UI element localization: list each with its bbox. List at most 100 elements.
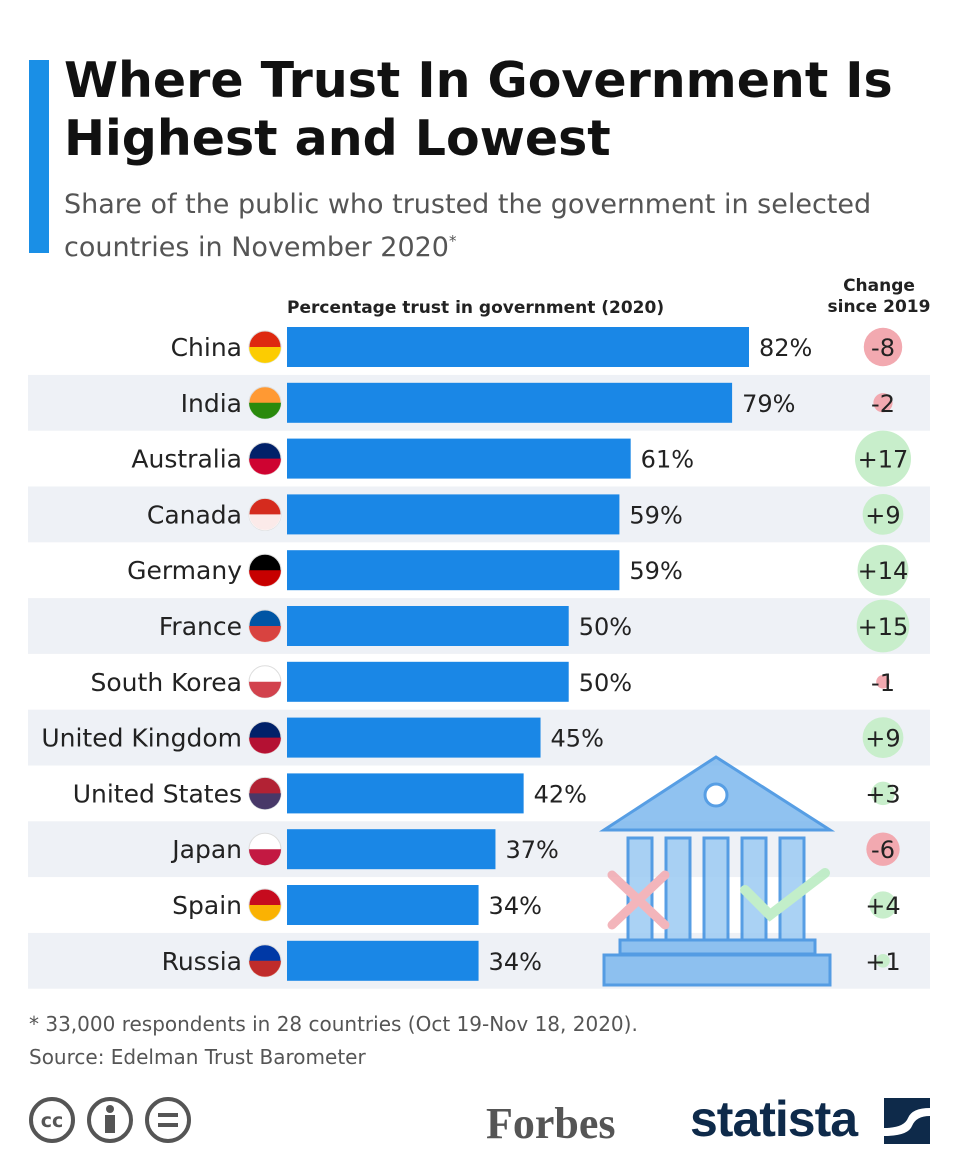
change-label: +4 [865, 892, 900, 920]
flag-stripe [249, 793, 281, 810]
change-label: -1 [871, 669, 895, 697]
change-label: +15 [858, 613, 909, 641]
country-label: South Korea [91, 668, 242, 697]
flag-stripe [249, 402, 281, 419]
change-bubble [873, 393, 893, 413]
building-base [602, 953, 832, 987]
value-label: 59% [629, 557, 682, 585]
building-column [702, 836, 730, 942]
russia-flag [248, 944, 282, 978]
flag-stripe [249, 737, 281, 754]
value-label: 34% [489, 948, 542, 976]
country-label: Canada [147, 500, 242, 529]
bar [287, 885, 479, 925]
value-label: 50% [579, 669, 632, 697]
flag-stripe [249, 514, 281, 531]
country-label: France [159, 612, 242, 641]
cross-icon [607, 870, 670, 930]
creative-commons-icons: cc [29, 1097, 191, 1143]
change-bubble [856, 599, 910, 653]
country-label: Japan [170, 835, 242, 864]
value-label: 82% [759, 334, 812, 362]
bar [287, 606, 569, 646]
change-bubble [871, 781, 895, 806]
flag-stripe [249, 905, 281, 921]
germany-flag [248, 553, 282, 587]
change-label: -2 [871, 390, 895, 418]
change-bubble [876, 954, 890, 968]
country-label: Germany [127, 556, 242, 585]
change-header-line2: since 2019 [827, 297, 931, 317]
australia-flag [248, 442, 282, 476]
bar [287, 773, 524, 814]
bar [287, 940, 479, 981]
bar [287, 661, 569, 702]
country-label: Russia [162, 947, 242, 976]
india-flag [248, 386, 282, 420]
france-flag [248, 609, 282, 643]
x-axis-label: Percentage trust in government (2020) [287, 298, 665, 318]
japan-flag [248, 832, 282, 866]
bar [287, 550, 620, 591]
change-label: +1 [865, 948, 900, 976]
change-bubble [869, 891, 897, 919]
change-bubble [863, 327, 903, 367]
country-label: China [171, 333, 242, 362]
no-derivatives-icon [145, 1097, 191, 1143]
change-label: +9 [865, 725, 900, 753]
country-label: Spain [172, 891, 242, 920]
bar [287, 327, 749, 367]
building-window [703, 782, 729, 808]
flag-stripe [249, 347, 281, 363]
flag-stripe [249, 849, 281, 866]
country-label: Australia [131, 445, 242, 474]
bar [287, 829, 496, 870]
change-bubble [857, 544, 909, 596]
change-bubble [876, 675, 890, 689]
value-label: 34% [489, 892, 542, 920]
statista-logo: statista [690, 1091, 858, 1147]
flag-stripe [249, 458, 281, 475]
statista-logo-mark [884, 1098, 930, 1144]
change-bubble [862, 494, 904, 535]
value-label: 42% [534, 780, 587, 808]
change-bubble [862, 717, 904, 758]
south-korea-flag [248, 665, 282, 699]
footnote-block: * 33,000 respondents in 28 countries (Oc… [29, 1008, 638, 1074]
china-flag [248, 330, 282, 364]
bar [287, 494, 620, 535]
source: Source: Edelman Trust Barometer [29, 1045, 366, 1069]
chart-subtitle: Share of the public who trusted the gove… [64, 186, 944, 266]
change-label: +14 [858, 557, 909, 585]
subtitle-text: Share of the public who trusted the gove… [64, 189, 872, 263]
country-label: United Kingdom [41, 724, 242, 753]
attribution-icon [87, 1097, 133, 1143]
value-label: 37% [505, 836, 558, 864]
bar [287, 717, 541, 758]
bar [287, 382, 733, 423]
accent-bar [29, 60, 49, 253]
government-building-icon [598, 755, 836, 987]
change-label: +9 [865, 501, 900, 529]
change-bubble [854, 430, 912, 487]
value-label: 79% [742, 390, 795, 418]
bar [287, 438, 631, 479]
uk-flag [248, 721, 282, 755]
canada-flag [248, 497, 282, 531]
country-label: United States [73, 779, 242, 808]
flag-stripe [249, 681, 281, 698]
check-icon [740, 868, 830, 922]
flag-stripe [249, 570, 281, 587]
spain-flag [248, 888, 282, 922]
building-column [664, 836, 692, 942]
value-label: 59% [629, 501, 682, 529]
flag-stripe [249, 626, 281, 642]
bar-chart: China 82% -8 India 79% -2 Australia 61% +17 Canad… [28, 327, 930, 989]
flag-stripe [249, 960, 281, 977]
country-label: India [181, 389, 242, 418]
forbes-logo: Forbes [486, 1099, 616, 1148]
cc-icon: cc [29, 1097, 75, 1143]
us-flag [248, 776, 282, 810]
chart-title: Where Trust In Government Is Highest and… [64, 52, 893, 167]
